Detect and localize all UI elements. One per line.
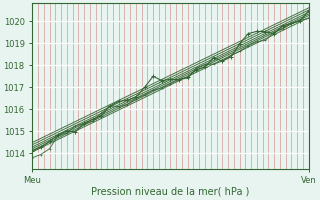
X-axis label: Pression niveau de la mer( hPa ): Pression niveau de la mer( hPa ) [91,187,250,197]
